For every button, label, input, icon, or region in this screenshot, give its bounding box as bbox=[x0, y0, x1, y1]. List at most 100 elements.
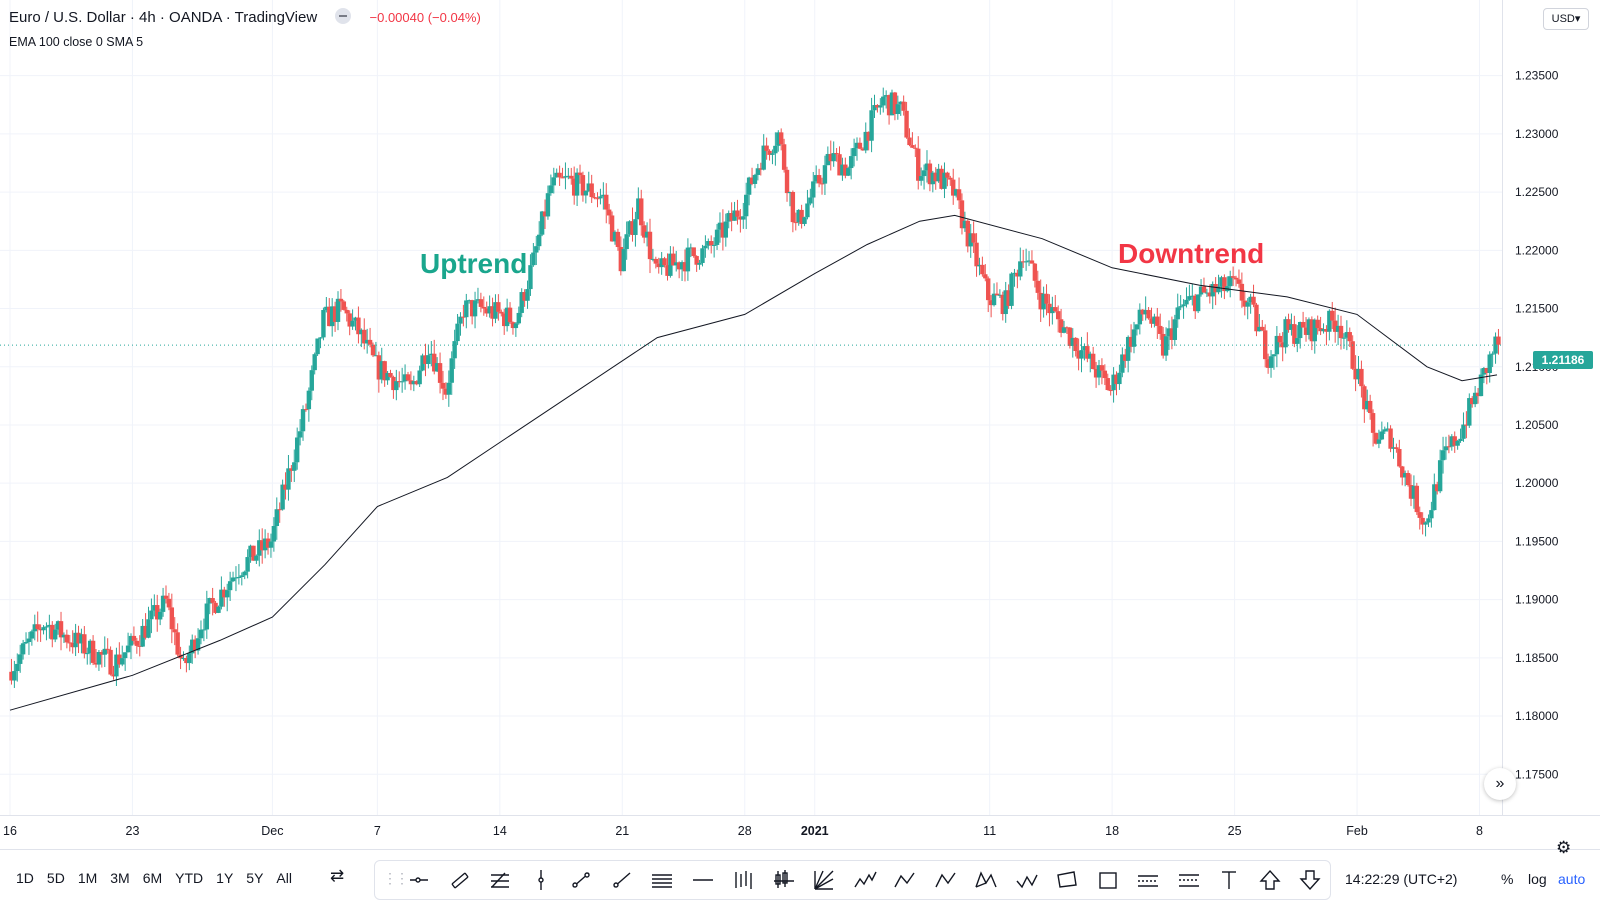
x-tick-label: 25 bbox=[1228, 824, 1242, 838]
arrow-down-tool[interactable] bbox=[1290, 865, 1331, 895]
candle-up bbox=[353, 317, 358, 321]
candle-up bbox=[335, 298, 341, 322]
candle-up bbox=[128, 635, 134, 646]
candle-up bbox=[883, 95, 889, 97]
candle-down bbox=[1055, 311, 1061, 320]
ray-tool[interactable] bbox=[602, 865, 643, 895]
candle-up bbox=[872, 105, 877, 111]
currency-selector[interactable]: USD▾ bbox=[1543, 8, 1589, 30]
candle-down bbox=[76, 632, 81, 644]
candle-down bbox=[1475, 392, 1481, 397]
candle-up bbox=[149, 610, 154, 620]
y-tick-label: 1.18500 bbox=[1515, 651, 1559, 665]
candle-down bbox=[137, 645, 142, 647]
range-5d[interactable]: 5D bbox=[46, 870, 65, 886]
range-5y[interactable]: 5Y bbox=[246, 870, 264, 886]
candle-up bbox=[1131, 329, 1137, 347]
candle-down bbox=[901, 101, 906, 111]
candle-down bbox=[618, 247, 624, 272]
candle-down bbox=[499, 311, 504, 314]
goto-date-icon[interactable]: ⇄ bbox=[330, 866, 345, 885]
candle-down bbox=[735, 210, 740, 217]
candle-down bbox=[1128, 336, 1134, 347]
candle-up bbox=[539, 211, 545, 235]
xabcd-pattern-tool[interactable] bbox=[966, 865, 1007, 895]
horizontal-ray-tool[interactable] bbox=[399, 865, 440, 895]
candle-up bbox=[1228, 276, 1233, 287]
horizontal-line-tool[interactable] bbox=[683, 865, 724, 895]
candle-down bbox=[799, 209, 804, 224]
ray-icon bbox=[613, 872, 631, 888]
horizontal-lines-tool[interactable] bbox=[642, 865, 683, 895]
candle-up bbox=[659, 258, 664, 268]
abcd-pattern-tool[interactable] bbox=[885, 865, 926, 895]
candles-pattern-tool[interactable] bbox=[764, 865, 805, 895]
bars-pattern-tool[interactable] bbox=[723, 865, 764, 895]
auto-toggle[interactable]: auto bbox=[1558, 871, 1586, 887]
chart-settings-icon[interactable]: ⚙ bbox=[1556, 838, 1572, 857]
candle-down bbox=[764, 145, 769, 151]
candle-up bbox=[1461, 424, 1466, 439]
abc-correction-tool[interactable] bbox=[926, 865, 967, 895]
candle-down bbox=[1140, 309, 1145, 315]
candle-up bbox=[452, 341, 457, 359]
candles-pattern-icon bbox=[773, 870, 794, 888]
candle-down bbox=[210, 598, 215, 603]
candle-down bbox=[860, 148, 866, 151]
y-tick-label: 1.21500 bbox=[1515, 302, 1559, 316]
fib-retracement-tool[interactable] bbox=[480, 865, 521, 895]
rectangle-tool[interactable] bbox=[1088, 865, 1129, 895]
candle-down bbox=[163, 595, 169, 599]
range-1m[interactable]: 1M bbox=[77, 870, 98, 886]
candle-up bbox=[73, 632, 78, 648]
arrow-down-icon bbox=[1299, 870, 1321, 891]
range-1y[interactable]: 1Y bbox=[216, 870, 234, 886]
wxy-pattern-tool[interactable] bbox=[1007, 865, 1048, 895]
range-6m[interactable]: 6M bbox=[142, 870, 163, 886]
x-tick-label: 7 bbox=[374, 824, 381, 838]
range-1d[interactable]: 1D bbox=[16, 870, 34, 886]
clock[interactable]: 14:22:29 (UTC+2) bbox=[1345, 871, 1458, 887]
arrow-up-tool[interactable] bbox=[1250, 865, 1291, 895]
trend-line-tool[interactable] bbox=[561, 865, 602, 895]
candle-down bbox=[1149, 318, 1154, 324]
candle-down bbox=[1076, 351, 1081, 359]
candle-down bbox=[496, 302, 501, 312]
candle-down bbox=[1207, 292, 1213, 297]
candle-up bbox=[1178, 306, 1183, 308]
short-position-tool[interactable] bbox=[1169, 865, 1210, 895]
collapse-icon[interactable] bbox=[335, 8, 352, 25]
candle-down bbox=[469, 300, 475, 317]
symbol-title[interactable]: Euro / U.S. Dollar · 4h · OANDA · Tradin… bbox=[9, 9, 318, 26]
candle-up bbox=[411, 381, 417, 385]
candle-down bbox=[1085, 346, 1090, 359]
candle-up bbox=[464, 300, 469, 318]
parallel-channel-tool[interactable] bbox=[440, 865, 481, 895]
range-all[interactable]: All bbox=[276, 870, 292, 886]
scroll-to-realtime-button[interactable]: » bbox=[1484, 768, 1516, 800]
percent-toggle[interactable]: % bbox=[1501, 871, 1514, 887]
text-tool[interactable] bbox=[1209, 865, 1250, 895]
candle-down bbox=[481, 306, 486, 309]
rotated-rectangle-tool[interactable] bbox=[1047, 865, 1088, 895]
range-3m[interactable]: 3M bbox=[110, 870, 130, 886]
elliott-wave-12345-tool[interactable] bbox=[845, 865, 886, 895]
drag-handle-icon[interactable]: ⋮⋮ bbox=[383, 870, 409, 886]
long-position-tool[interactable] bbox=[1128, 865, 1169, 895]
ema-100-line bbox=[9, 214, 1498, 711]
candle-down bbox=[1373, 432, 1379, 444]
candle-down bbox=[738, 216, 743, 220]
candle-down bbox=[1400, 466, 1405, 478]
candle-up bbox=[796, 209, 801, 223]
vertical-line-tool[interactable] bbox=[521, 865, 562, 895]
candle-down bbox=[1021, 261, 1026, 263]
gann-fan-tool[interactable] bbox=[804, 865, 845, 895]
indicator-legend[interactable]: EMA 100 close 0 SMA 5 bbox=[9, 35, 144, 49]
range-ytd[interactable]: YTD bbox=[175, 870, 204, 886]
candle-down bbox=[388, 372, 393, 377]
log-toggle[interactable]: log bbox=[1528, 871, 1547, 887]
candle-up bbox=[306, 390, 312, 410]
horizontal-line-icon bbox=[692, 879, 713, 881]
candle-up bbox=[1204, 292, 1210, 294]
